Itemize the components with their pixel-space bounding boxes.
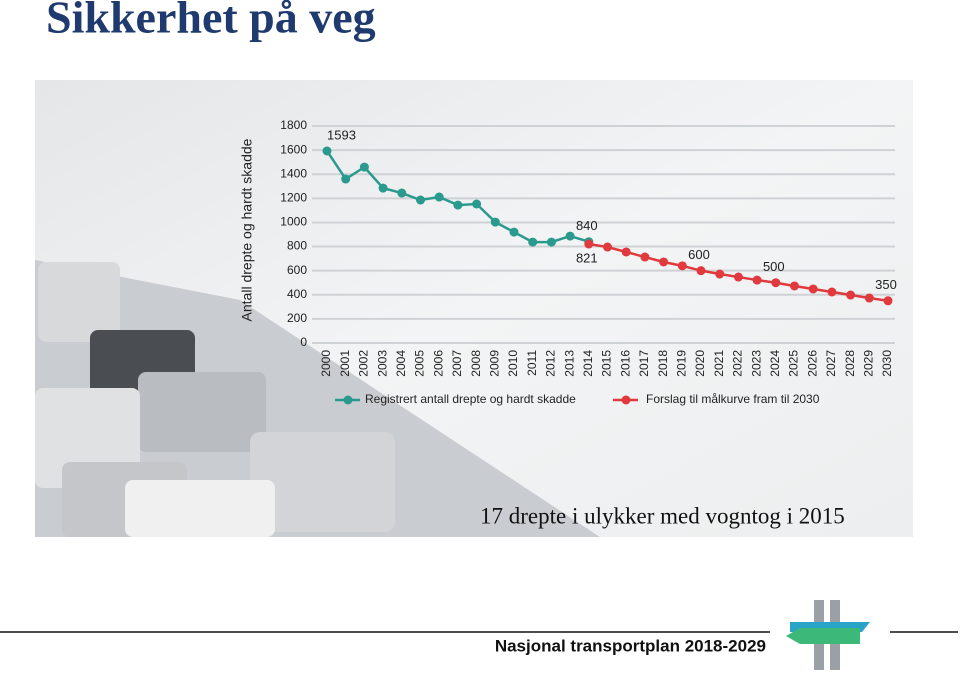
x-tick-label: 2026: [805, 350, 819, 377]
x-tick-label: 2010: [506, 350, 520, 377]
data-point: [790, 281, 799, 291]
x-tick-label: 2006: [431, 350, 445, 377]
x-tick-label: 2022: [731, 350, 745, 377]
data-point: [696, 266, 706, 276]
data-label: 600: [688, 247, 710, 262]
x-tick-label: 2000: [319, 350, 333, 377]
logo: [786, 600, 870, 670]
footer-text: Nasjonal transportplan 2018-2029: [495, 636, 766, 655]
data-point: [846, 290, 856, 300]
data-point: [621, 247, 631, 257]
slide-title: Sikkerhet på veg: [46, 0, 376, 43]
data-point: [603, 242, 612, 252]
x-tick-label: 2013: [562, 350, 576, 377]
data-point: [752, 275, 762, 285]
data-point: [359, 162, 369, 172]
x-tick-label: 2009: [487, 350, 501, 377]
data-point: [584, 239, 594, 249]
x-tick-label: 2012: [544, 350, 558, 377]
x-tick-label: 2014: [581, 350, 595, 377]
x-tick-label: 2025: [787, 350, 801, 377]
y-tick-label: 400: [287, 287, 307, 301]
data-point: [490, 217, 500, 227]
data-point: [771, 278, 781, 288]
x-tick-label: 2021: [712, 350, 726, 377]
x-tick-label: 2030: [880, 350, 894, 377]
legend-marker: [343, 395, 353, 405]
data-point: [640, 252, 650, 262]
y-tick-label: 1600: [280, 142, 307, 156]
data-point: [677, 261, 687, 271]
x-tick-label: 2004: [394, 350, 408, 377]
data-label: 840: [576, 218, 598, 233]
x-tick-label: 2008: [469, 350, 483, 377]
data-point: [509, 227, 519, 237]
x-tick-label: 2015: [600, 350, 614, 377]
data-label: 821: [576, 250, 598, 265]
data-point: [883, 296, 893, 306]
legend-marker: [621, 395, 631, 405]
y-tick-label: 600: [287, 263, 307, 277]
x-tick-label: 2029: [861, 350, 875, 377]
y-tick-label: 0: [300, 335, 307, 349]
x-tick-label: 2016: [618, 350, 632, 377]
x-tick-label: 2019: [674, 350, 688, 377]
x-tick-label: 2024: [768, 350, 782, 377]
x-tick-label: 2017: [637, 350, 651, 377]
data-point: [827, 287, 837, 297]
data-point: [416, 195, 425, 205]
x-tick-label: 2023: [749, 350, 763, 377]
legend-label: Forslag til målkurve fram til 2030: [646, 392, 820, 406]
y-tick-label: 1400: [280, 166, 307, 180]
legend-label: Registrert antall drepte og hardt skadde: [365, 392, 576, 406]
y-tick-label: 1200: [280, 191, 307, 205]
data-point: [528, 237, 538, 247]
x-tick-label: 2011: [525, 350, 539, 376]
data-label: 1593: [327, 127, 356, 142]
x-tick-label: 2028: [843, 350, 857, 377]
data-point: [659, 257, 669, 267]
photo: [35, 80, 913, 537]
x-tick-label: 2007: [450, 350, 464, 377]
x-tick-label: 2002: [357, 350, 371, 377]
data-point: [565, 231, 575, 241]
y-axis-label: Antall drepte og hardt skadde: [239, 138, 255, 321]
data-point: [453, 200, 463, 210]
x-tick-label: 2003: [375, 350, 389, 377]
data-point: [378, 183, 388, 193]
data-point: [341, 174, 351, 184]
x-tick-label: 2018: [656, 350, 670, 377]
data-label: 500: [763, 259, 785, 274]
data-point: [397, 188, 407, 198]
y-tick-label: 800: [287, 239, 307, 253]
data-point: [322, 146, 332, 156]
x-tick-label: 2020: [693, 350, 707, 377]
x-tick-label: 2027: [824, 350, 838, 377]
y-tick-label: 200: [287, 311, 307, 325]
x-tick-label: 2001: [338, 350, 352, 377]
data-label: 350: [875, 277, 897, 292]
y-tick-label: 1000: [280, 215, 307, 229]
data-point: [864, 293, 874, 303]
data-point: [546, 237, 556, 247]
caption: 17 drepte i ulykker med vogntog i 2015: [480, 503, 845, 528]
x-tick-label: 2005: [413, 350, 427, 377]
data-point: [472, 199, 482, 209]
y-tick-label: 1800: [280, 118, 307, 132]
data-point: [733, 272, 743, 282]
data-point: [808, 284, 818, 294]
data-point: [434, 192, 444, 202]
data-point: [715, 269, 725, 279]
